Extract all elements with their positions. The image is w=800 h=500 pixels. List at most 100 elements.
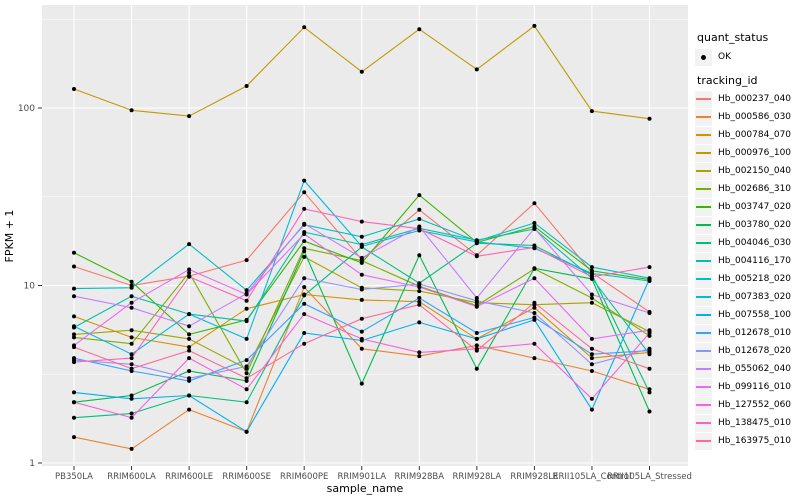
legend-key-box [695, 288, 712, 306]
legend-item-label: OK [718, 52, 731, 62]
data-point [417, 27, 422, 32]
series-color-swatch [696, 224, 711, 226]
data-point [474, 336, 479, 341]
series-color-swatch [696, 314, 711, 316]
x-axis-title: sample_name [327, 482, 404, 495]
data-point [244, 306, 249, 311]
data-point [302, 312, 307, 317]
data-point [187, 407, 192, 412]
data-point [532, 341, 537, 346]
legend-item-label: Hb_007383_020 [718, 292, 792, 302]
data-point [129, 341, 134, 346]
data-point [474, 348, 479, 353]
data-point [647, 409, 652, 414]
data-point [647, 265, 652, 270]
x-tick-label: RRIM600PE [280, 472, 328, 482]
data-point [129, 396, 134, 401]
x-tick-label: RRIM928LA [453, 472, 502, 482]
series-color-swatch [696, 242, 711, 244]
data-point [72, 332, 76, 337]
data-point [72, 435, 76, 440]
data-point [647, 352, 652, 357]
y-tick-label: 1 [29, 459, 35, 469]
data-point [474, 298, 479, 303]
data-point [647, 276, 652, 281]
data-point [129, 356, 134, 361]
legend-key-box [695, 252, 712, 270]
data-point [302, 341, 307, 346]
data-point [474, 67, 479, 72]
data-point [72, 360, 76, 365]
data-point [359, 316, 364, 321]
data-point [129, 285, 134, 290]
data-point [244, 319, 249, 324]
data-point [532, 356, 537, 361]
series-color-swatch [696, 422, 711, 424]
legend-item-Hb_004046_030: Hb_004046_030 [695, 234, 791, 252]
legend-key-box [695, 108, 712, 126]
data-point [244, 288, 249, 293]
legend-key-box [695, 270, 712, 288]
data-point [417, 282, 422, 286]
legend-key-box [695, 342, 712, 360]
data-point [72, 250, 76, 255]
data-point [244, 336, 249, 341]
legend-key-box [695, 306, 712, 324]
data-point [244, 376, 249, 381]
data-point [302, 190, 307, 195]
data-point [532, 245, 537, 250]
series-color-swatch [696, 116, 711, 118]
data-point [244, 400, 249, 405]
data-point [474, 343, 479, 348]
legend-key-box [695, 162, 712, 180]
legend-item-Hb_005218_020: Hb_005218_020 [695, 270, 791, 288]
data-point [589, 356, 594, 361]
legend-item-label: Hb_000976_100 [718, 148, 792, 158]
legend-key-box [695, 378, 712, 396]
data-point [474, 304, 479, 309]
legend-item-label: Hb_127552_060 [718, 400, 792, 410]
data-point [72, 87, 76, 91]
data-point [129, 305, 134, 310]
legend-title-tracking-id: tracking_id [697, 74, 758, 87]
legend-item-label: Hb_007558_100 [718, 310, 792, 320]
data-point [589, 396, 594, 401]
data-point [244, 84, 249, 88]
legend-item-label: Hb_005218_020 [718, 274, 792, 284]
data-point [417, 354, 422, 359]
data-point [72, 345, 76, 350]
series-color-swatch [696, 296, 711, 298]
series-color-swatch [696, 206, 711, 208]
x-tick-label: PB350LA [55, 472, 93, 482]
data-point [187, 274, 192, 279]
data-point [187, 242, 192, 247]
data-point [359, 234, 364, 239]
data-point [72, 390, 76, 395]
legend-item-Hb_000586_030: Hb_000586_030 [695, 108, 791, 126]
data-point [72, 286, 76, 291]
data-point [129, 446, 134, 451]
series-color-swatch [696, 368, 711, 370]
data-point [359, 272, 364, 277]
legend-item-label: Hb_012678_010 [718, 328, 792, 338]
data-point [589, 109, 594, 114]
legend-item-Hb_007558_100: Hb_007558_100 [695, 306, 791, 324]
legend-item-Hb_012678_020: Hb_012678_020 [695, 342, 791, 360]
legend-key-box [695, 126, 712, 144]
data-point [72, 324, 76, 329]
legend-key-box [695, 180, 712, 198]
data-point [244, 298, 249, 303]
data-point [647, 328, 652, 333]
legend-item-Hb_000237_040: Hb_000237_040 [695, 90, 791, 108]
data-point [417, 302, 422, 307]
y-axis-title: FPKM + 1 [3, 210, 16, 263]
data-point [532, 201, 537, 206]
data-point [187, 348, 192, 353]
data-point [244, 358, 249, 363]
data-point [474, 331, 479, 335]
data-point [647, 390, 652, 395]
legend-key-box [695, 198, 712, 216]
x-tick-label: RRIM928BA [395, 472, 445, 482]
data-point [302, 276, 307, 281]
data-point [417, 193, 422, 198]
